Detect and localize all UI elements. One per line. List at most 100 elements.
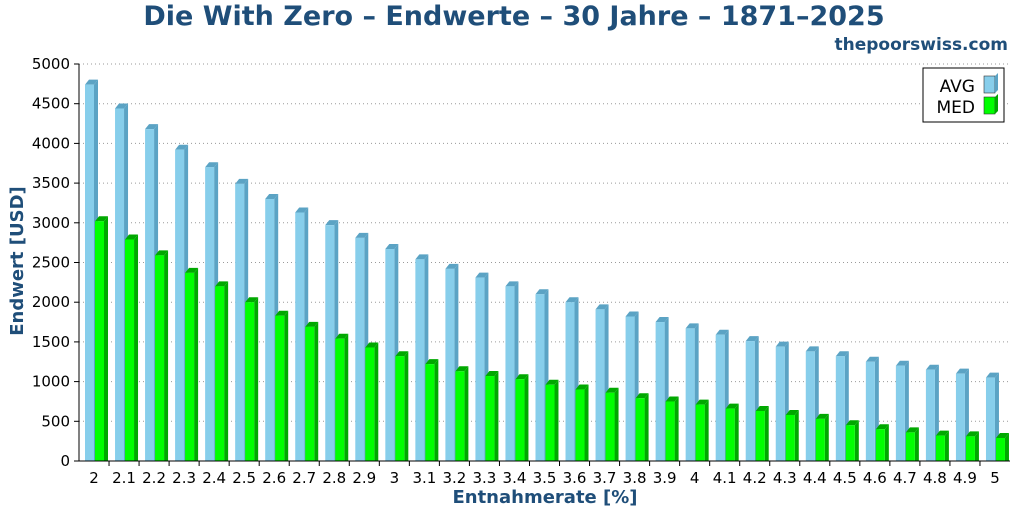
bar-med-2: [95, 216, 108, 461]
bar-front: [295, 212, 305, 461]
bar-front: [505, 286, 515, 461]
bar-side: [614, 387, 619, 461]
bar-front: [985, 377, 995, 461]
source-label: thepoorswiss.com: [835, 35, 1009, 55]
bar-top: [365, 342, 379, 348]
x-tick-label: 2.9: [352, 469, 376, 487]
bar-side: [554, 379, 559, 461]
bar-med-3.6: [575, 384, 589, 461]
bar-side: [434, 359, 439, 461]
bar-med-5: [995, 432, 1009, 461]
bar-front: [425, 364, 435, 461]
bar-front: [185, 272, 195, 461]
bar-front: [385, 249, 395, 461]
bar-top: [755, 405, 769, 411]
bar-top: [625, 311, 639, 317]
bar-top: [815, 413, 829, 419]
bar-top: [965, 431, 979, 437]
x-tick-label: 3.1: [412, 469, 436, 487]
bar-top: [905, 427, 919, 433]
bar-front: [205, 167, 215, 461]
bar-front: [905, 432, 915, 461]
bar-front: [155, 255, 165, 461]
bar-front: [535, 294, 545, 461]
bar-med-2.9: [365, 342, 379, 461]
bar-side: [644, 393, 649, 461]
bar-front: [805, 351, 815, 461]
bar-med-2.8: [335, 333, 349, 461]
bar-front: [565, 302, 575, 461]
bar-side: [194, 267, 199, 461]
bar-top: [775, 341, 789, 347]
bar-front: [235, 183, 245, 462]
x-axis-title: Entnahmerate [%]: [452, 487, 637, 508]
y-tick-labels: 0 500 1000 1500 2000 2500 3000 3500 4000 4500 5000: [32, 55, 70, 470]
bar-front: [145, 129, 155, 461]
bar-front: [925, 369, 935, 461]
legend-label-med: MED: [937, 98, 976, 118]
bar-top: [175, 144, 189, 150]
bar-front: [595, 309, 605, 461]
bar-side: [224, 281, 229, 461]
x-tick-label: 4.1: [713, 469, 737, 487]
bar-top: [745, 336, 759, 342]
bar-front: [685, 328, 695, 461]
bar-med-2.5: [245, 297, 259, 461]
bar-top: [725, 403, 739, 409]
y-tick-label: 500: [41, 412, 70, 430]
bar-side: [674, 396, 679, 461]
bar-front: [605, 392, 615, 461]
x-tick-label: 3.4: [503, 469, 527, 487]
bar-front: [95, 221, 104, 461]
x-tick-label: 4.5: [833, 469, 857, 487]
bar-front: [965, 436, 975, 461]
bar-med-4: [695, 399, 709, 461]
swatch-front: [983, 75, 996, 94]
bar-front: [365, 347, 375, 461]
x-tick-label: 5: [990, 469, 1000, 487]
x-tick-label: 3.6: [563, 469, 587, 487]
bar-med-2.4: [215, 281, 229, 461]
bar-front: [575, 389, 585, 461]
bar-side: [764, 405, 769, 461]
x-tick-label: 4.8: [923, 469, 947, 487]
bar-med-3.1: [425, 359, 439, 461]
bar-front: [785, 414, 795, 461]
bar-med-2.2: [155, 250, 169, 461]
bar-top: [265, 193, 279, 199]
bar-front: [835, 356, 845, 461]
bar-top: [455, 366, 469, 372]
bar-top: [995, 432, 1009, 438]
bar-top: [235, 178, 249, 184]
bar-front: [265, 198, 275, 462]
bar-top: [385, 244, 399, 250]
x-tick-label: 3.8: [623, 469, 647, 487]
bar-top: [205, 162, 219, 168]
x-tick-label: 3: [390, 469, 400, 487]
bar-side: [734, 403, 739, 461]
bar-front: [635, 398, 645, 461]
bar-med-2.7: [305, 321, 319, 461]
bar-top: [655, 317, 669, 323]
x-tick-label: 4: [690, 469, 700, 487]
bar-front: [695, 404, 705, 461]
bar-side: [944, 430, 949, 461]
bar-med-3.9: [665, 396, 679, 461]
bar-top: [805, 346, 819, 352]
bar-top: [185, 267, 199, 273]
bar-front: [725, 408, 735, 461]
bar-front: [775, 346, 785, 461]
bar-front: [85, 84, 94, 462]
bar-med-4.5: [845, 420, 859, 461]
bar-side: [524, 374, 529, 461]
y-tick-label: 2500: [32, 254, 70, 272]
bar-front: [475, 277, 485, 461]
bar-top: [715, 329, 729, 335]
bar-front: [935, 435, 945, 461]
bar-front: [395, 356, 405, 461]
bar-med-3.5: [545, 379, 559, 461]
bar-front: [755, 410, 765, 461]
bar-front: [845, 425, 855, 461]
x-tick-label: 2.3: [172, 469, 196, 487]
